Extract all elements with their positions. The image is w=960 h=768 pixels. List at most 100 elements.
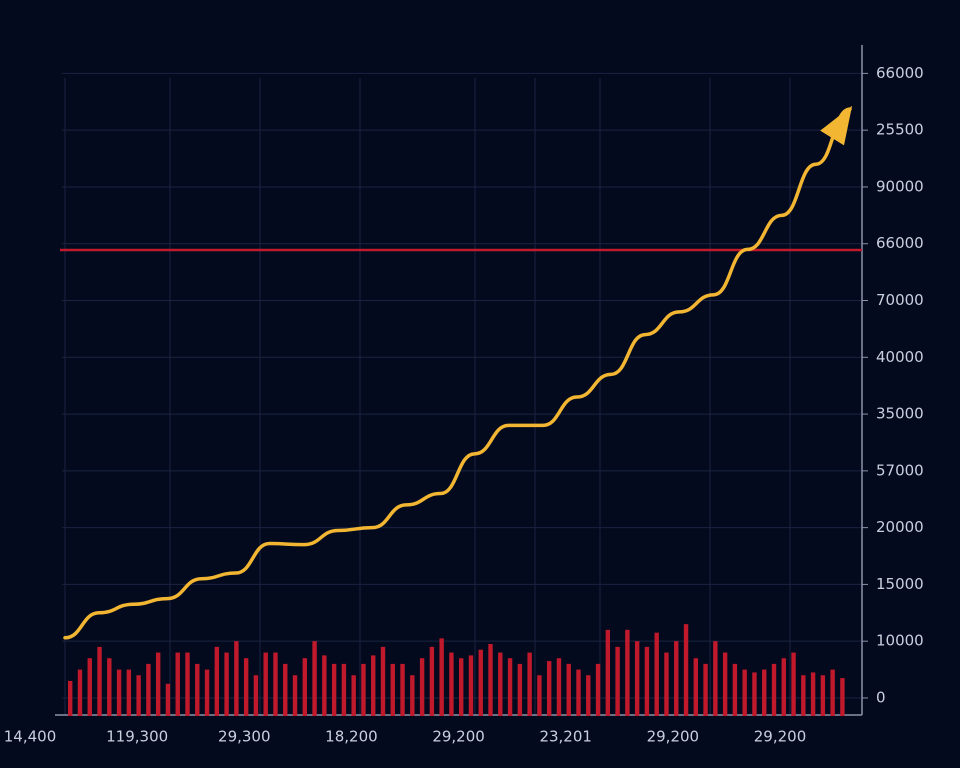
volume-bar [390,663,395,716]
volume-bar [97,646,102,716]
x-tick-label: 29,200 [647,728,700,746]
y-tick-label: 20000 [876,518,924,536]
volume-bar [752,672,757,716]
volume-bar [693,658,698,716]
volume-bar [498,652,503,716]
y-tick-label: 15000 [876,575,924,593]
volume-bar [331,663,337,716]
y-tick-label: 66000 [876,64,924,82]
y-tick-label: 10000 [876,632,924,650]
y-tick-label: 0 [876,688,886,706]
volume-bar [664,652,669,716]
volume-bar [517,663,523,716]
volume-bar [361,663,366,716]
y-tick-label: 70000 [876,291,924,309]
y-tick-label: 57000 [876,461,924,479]
x-tick-label: 18,200 [325,728,378,746]
y-tick-label: 25500 [876,121,924,139]
volume-bar [644,646,650,716]
volume-bar [439,638,444,716]
volume-bar [214,646,220,716]
volume-bar [586,675,591,716]
volume-bar [634,641,640,716]
volume-bar [195,663,200,716]
volume-bar [840,678,845,716]
volume-bar [136,675,141,716]
volume-bar [703,663,708,716]
volume-bar [488,644,493,716]
volume-bar [810,672,816,716]
volume-bar [341,663,347,716]
volume-bar [722,652,728,716]
y-tick-label: 66000 [876,234,924,252]
volume-bar [77,669,83,716]
volume-bar [429,646,435,716]
volume-bar [155,652,161,716]
volume-bar [400,663,405,716]
volume-bar [546,661,552,716]
volume-bar [605,629,611,716]
volume-bar [253,675,259,716]
volume-bar [762,669,767,716]
volume-bar [820,675,826,716]
volume-bar [204,669,210,716]
volume-bar [165,683,171,716]
x-tick-label: 14,400 [4,728,57,746]
volume-bar [625,629,630,716]
volume-bar [615,646,620,716]
volume-bar [312,641,317,716]
volume-bar [830,669,835,716]
volume-bar [371,655,376,716]
y-tick-label: 90000 [876,177,924,195]
volume-bar [175,652,180,716]
volume-bar [654,632,659,716]
volume-bar [283,663,288,716]
volume-bar [468,655,474,716]
volume-bar [380,646,386,716]
volume-bar [556,658,562,716]
volume-bar [791,652,796,716]
volume-bar [507,658,513,716]
volume-bar [713,641,718,716]
volume-bar [107,658,112,716]
volume-bar [273,652,278,716]
volume-bar [419,658,425,716]
volume-bar [683,624,689,716]
volume-bar [478,649,483,716]
volume-bar [732,663,738,716]
volume-bar [801,675,806,716]
volume-bar [674,641,679,716]
volume-bar [527,652,532,716]
volume-bar [224,652,229,716]
volume-bar [126,669,132,716]
volume-bar [263,652,268,716]
volume-bar [576,669,581,716]
volume-bar [537,675,542,716]
volume-bar [566,663,571,716]
volume-bar [116,669,122,716]
trend-line [63,107,852,640]
volume-bar [68,680,73,716]
x-tick-label: 29,200 [432,728,485,746]
volume-bar [781,658,786,716]
x-tick-label: 119,300 [106,728,168,746]
volume-bar [87,658,92,716]
y-tick-label: 35000 [876,405,924,423]
volume-bar [595,663,601,716]
volume-bar [771,663,777,716]
volume-bar [322,655,327,716]
volume-bar [302,658,307,716]
volume-bar [234,641,239,716]
volume-bar [459,658,464,716]
volume-bar [292,675,298,716]
volume-bar [243,658,249,716]
volume-bar [351,675,356,716]
volume-bar [146,663,151,716]
x-tick-label: 23,201 [539,728,592,746]
volume-bar [449,652,454,716]
volume-bar [185,652,190,716]
y-tick-label: 40000 [876,348,924,366]
volume-bar [742,669,747,716]
